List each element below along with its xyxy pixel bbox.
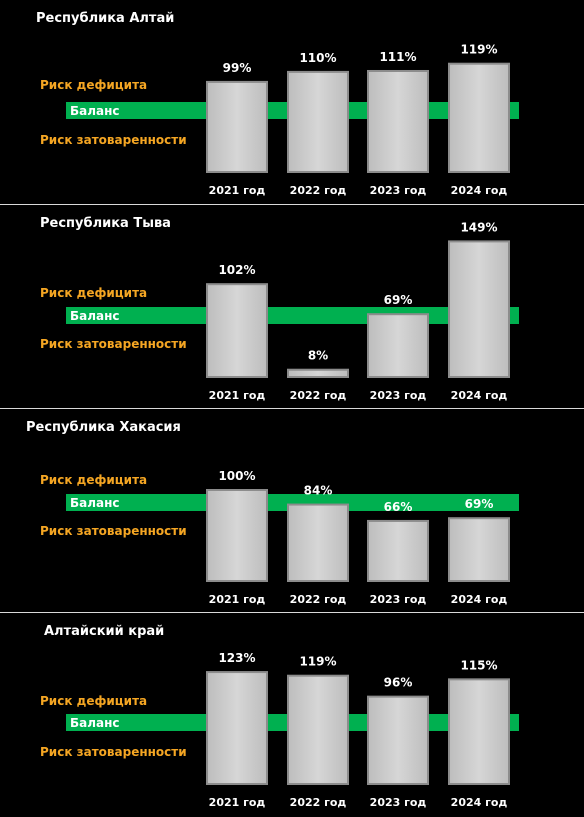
surplus-risk-label: Риск затоваренности xyxy=(40,524,187,538)
region-bar-chart: Республика Хакасия Риск дефицита Баланс Рис… xyxy=(26,420,519,606)
panel-divider xyxy=(0,612,584,613)
surplus-risk-label: Риск затоваренности xyxy=(40,133,187,147)
balance-label: Баланс xyxy=(70,104,120,118)
bar xyxy=(287,674,349,785)
bar xyxy=(287,368,349,379)
bar-value-label: 69% xyxy=(465,497,494,511)
bar xyxy=(448,517,510,582)
x-tick-label: 2023 год xyxy=(370,796,427,809)
deficit-risk-label: Риск дефицита xyxy=(40,78,147,92)
x-tick-label: 2022 год xyxy=(290,796,347,809)
x-tick-label: 2023 год xyxy=(370,184,427,197)
deficit-risk-label: Риск дефицита xyxy=(40,473,147,487)
bar-value-label: 115% xyxy=(460,658,497,672)
surplus-risk-label: Риск затоваренности xyxy=(40,745,187,759)
deficit-risk-label: Риск дефицита xyxy=(40,286,147,300)
bar-value-label: 119% xyxy=(299,655,336,669)
bar xyxy=(367,695,429,785)
region-bar-chart: Республика Алтай Риск дефицита Баланс Риск … xyxy=(36,11,519,197)
x-tick-label: 2024 год xyxy=(451,593,508,606)
bar-value-label: 84% xyxy=(304,484,333,498)
x-tick-label: 2024 год xyxy=(451,184,508,197)
balance-band xyxy=(66,494,519,511)
panel-divider xyxy=(0,408,584,409)
balance-label: Баланс xyxy=(70,716,120,730)
bar-value-label: 99% xyxy=(223,61,252,75)
region-chart-panel: Республика Тыва Риск дефицита Баланс Риск з… xyxy=(0,205,584,408)
bar-value-label: 123% xyxy=(218,651,255,665)
x-tick-label: 2021 год xyxy=(209,593,266,606)
bar xyxy=(367,69,429,173)
x-tick-label: 2022 год xyxy=(290,389,347,402)
bar xyxy=(448,678,510,785)
region-title: Республика Тыва xyxy=(40,216,171,231)
bar-value-label: 66% xyxy=(384,500,413,514)
bar xyxy=(206,671,268,785)
x-tick-label: 2024 год xyxy=(451,796,508,809)
balance-label: Баланс xyxy=(70,309,120,323)
bar-value-label: 8% xyxy=(308,349,328,363)
bar-value-label: 100% xyxy=(218,469,255,483)
bar xyxy=(287,70,349,173)
panel-divider xyxy=(0,204,584,205)
region-bar-chart: Республика Тыва Риск дефицита Баланс Риск з… xyxy=(40,216,519,402)
bar-value-label: 119% xyxy=(460,43,497,57)
region-chart-panel: Республика Алтай Риск дефицита Баланс Риск … xyxy=(0,0,584,204)
region-title: Республика Хакасия xyxy=(26,420,181,435)
bar-value-label: 110% xyxy=(299,51,336,65)
bar xyxy=(367,313,429,378)
deficit-risk-label: Риск дефицита xyxy=(40,694,147,708)
bar xyxy=(287,503,349,582)
bar-value-label: 96% xyxy=(384,676,413,690)
bar-value-label: 149% xyxy=(460,220,497,234)
bar-value-label: 102% xyxy=(218,263,255,277)
region-chart-panel: Алтайский край Риск дефицита Баланс Риск за… xyxy=(0,613,584,817)
bar xyxy=(448,240,510,378)
balance-label: Баланс xyxy=(70,496,120,510)
bar-value-label: 69% xyxy=(384,293,413,307)
x-tick-label: 2023 год xyxy=(370,593,427,606)
bar xyxy=(206,283,268,378)
bar xyxy=(448,62,510,173)
bar xyxy=(206,80,268,173)
x-tick-label: 2021 год xyxy=(209,389,266,402)
region-bar-chart: Алтайский край Риск дефицита Баланс Риск за… xyxy=(40,624,519,809)
surplus-risk-label: Риск затоваренности xyxy=(40,337,187,351)
x-tick-label: 2024 год xyxy=(451,389,508,402)
x-tick-label: 2021 год xyxy=(209,796,266,809)
region-title: Республика Алтай xyxy=(36,11,174,26)
bar xyxy=(367,519,429,583)
region-title: Алтайский край xyxy=(44,624,164,639)
x-tick-label: 2021 год xyxy=(209,184,266,197)
x-tick-label: 2023 год xyxy=(370,389,427,402)
x-tick-label: 2022 год xyxy=(290,593,347,606)
bar-value-label: 111% xyxy=(379,50,416,64)
bar xyxy=(206,489,268,582)
x-tick-label: 2022 год xyxy=(290,184,347,197)
region-chart-panel: Республика Хакасия Риск дефицита Баланс Рис… xyxy=(0,409,584,612)
